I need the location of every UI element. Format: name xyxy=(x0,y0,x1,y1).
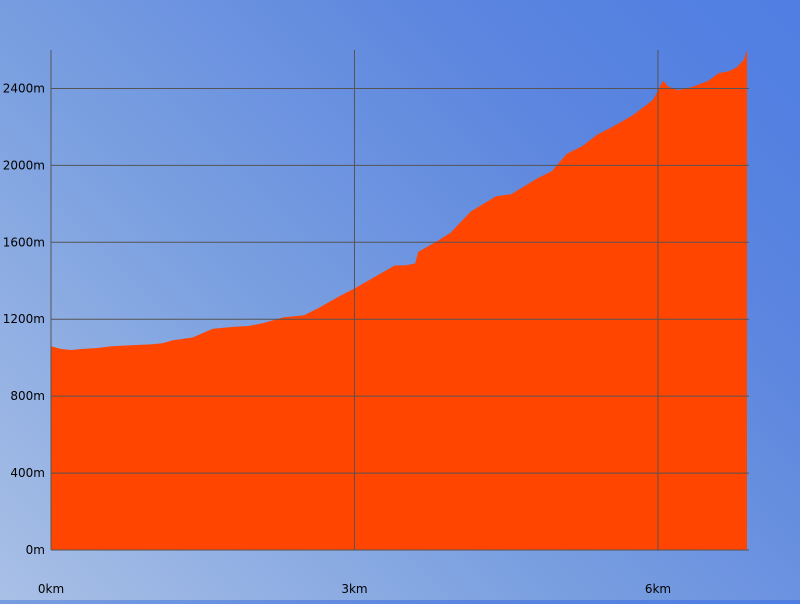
x-tick-label: 3km xyxy=(341,582,367,596)
area-layer xyxy=(51,50,747,550)
y-tick-label: 800m xyxy=(10,389,45,403)
axis-layer xyxy=(50,50,749,551)
y-tick-label: 0m xyxy=(26,543,45,557)
x-tick-label: 0km xyxy=(38,582,64,596)
elevation-area-0 xyxy=(51,50,747,550)
y-tick-label: 1200m xyxy=(3,312,45,326)
grid-layer xyxy=(51,50,749,550)
y-tick-label: 1600m xyxy=(3,235,45,249)
y-tick-label: 2400m xyxy=(3,81,45,95)
tick-labels: 0m 400m 800m 1200m 1600m 2000m 2400m 0km 3km 6km xyxy=(3,81,671,596)
y-tick-label: 2000m xyxy=(3,158,45,172)
y-tick-label: 400m xyxy=(10,466,45,480)
x-tick-label: 6km xyxy=(645,582,671,596)
